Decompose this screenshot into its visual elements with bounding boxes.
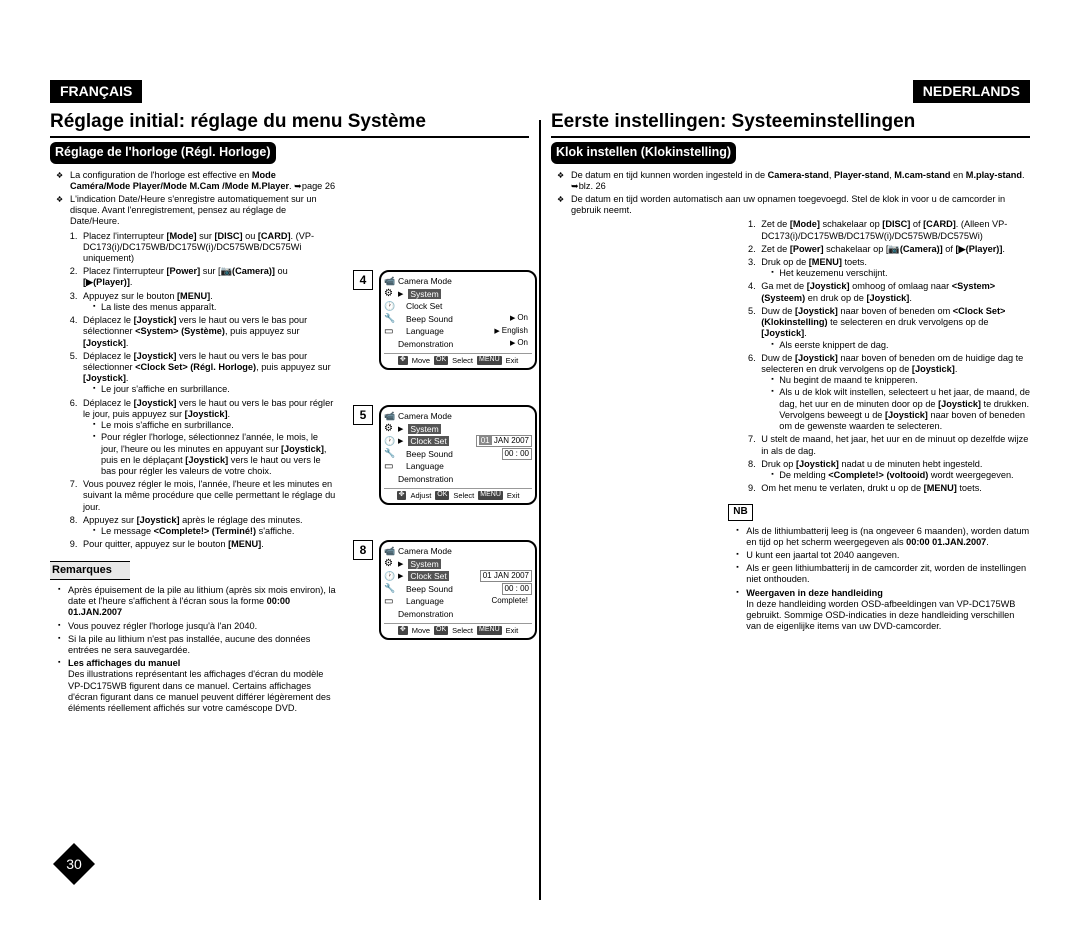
- lcd-screenshot-4: 4 Camera Mode System Clock Set Beep Soun…: [379, 270, 544, 370]
- intro-item: De datum en tijd worden automatisch aan …: [571, 194, 1030, 216]
- step: Zet de [Mode] schakelaar op [DISC] of [C…: [758, 219, 1030, 241]
- step: Déplacez le [Joystick] vers le haut ou v…: [80, 351, 337, 396]
- step: Placez l'interrupteur [Power] sur [📷(Cam…: [80, 266, 337, 288]
- note: Les affichages du manuelDes illustration…: [68, 658, 337, 714]
- step: Appuyez sur le bouton [MENU].La liste de…: [80, 291, 337, 313]
- note: Après épuisement de la pile au lithium (…: [68, 585, 337, 619]
- notes-heading-nl: NB: [728, 504, 752, 520]
- step: Déplacez le [Joystick] vers le haut ou v…: [80, 398, 337, 478]
- note: Si la pile au lithium n'est pas installé…: [68, 634, 337, 656]
- subtitle-nl: Klok instellen (Klokinstelling): [551, 142, 736, 163]
- step: Appuyez sur [Joystick] après le réglage …: [80, 515, 337, 537]
- lcd-screenshot-8: 8 Camera Mode System Clock Set01 JAN 200…: [379, 540, 544, 640]
- title-fr: Réglage initial: réglage du menu Système: [50, 106, 529, 138]
- step: Ga met de [Joystick] omhoog of omlaag na…: [758, 281, 1030, 303]
- steps-fr: Placez l'interrupteur [Mode] sur [DISC] …: [50, 231, 337, 551]
- step: Vous pouvez régler le mois, l'année, l'h…: [80, 479, 337, 513]
- manual-page: FRANÇAIS Réglage initial: réglage du men…: [0, 20, 1080, 916]
- notes-heading-fr: Remarques: [50, 561, 130, 580]
- step: Druk op de [MENU] toets.Het keuzemenu ve…: [758, 257, 1030, 279]
- step: Druk op [Joystick] nadat u de minuten he…: [758, 459, 1030, 481]
- step: U stelt de maand, het jaar, het uur en d…: [758, 434, 1030, 456]
- subtitle-fr: Réglage de l'horloge (Régl. Horloge): [50, 142, 276, 163]
- language-tag-fr: FRANÇAIS: [50, 80, 142, 103]
- step: Duw de [Joystick] naar boven of beneden …: [758, 306, 1030, 351]
- intro-item: La configuration de l'horloge est effect…: [70, 170, 337, 192]
- step: Placez l'interrupteur [Mode] sur [DISC] …: [80, 231, 337, 265]
- intro-item: L'indication Date/Heure s'enregistre aut…: [70, 194, 337, 228]
- note: Vous pouvez régler l'horloge jusqu'à l'a…: [68, 621, 337, 632]
- lcd-number-8: 8: [353, 540, 373, 560]
- step: Déplacez le [Joystick] vers le haut ou v…: [80, 315, 337, 349]
- title-nl: Eerste instellingen: Systeeminstellingen: [551, 106, 1030, 138]
- left-column-french: FRANÇAIS Réglage initial: réglage du men…: [40, 80, 539, 886]
- intro-item: De datum en tijd kunnen worden ingesteld…: [571, 170, 1030, 192]
- lcd-number-4: 4: [353, 270, 373, 290]
- step: Duw de [Joystick] naar boven of beneden …: [758, 353, 1030, 433]
- page-number-badge: 30: [52, 842, 96, 886]
- svg-text:30: 30: [66, 856, 82, 872]
- notes-nl: Als de lithiumbatterij leeg is (na ongev…: [728, 526, 1030, 633]
- note: Als er geen lithiumbatterij in de camcor…: [746, 563, 1030, 585]
- note: Weergaven in deze handleidingIn deze han…: [746, 588, 1030, 633]
- right-column-dutch: NEDERLANDS Eerste instellingen: Systeemi…: [541, 80, 1040, 886]
- step: Zet de [Power] schakelaar op [📷(Camera)]…: [758, 244, 1030, 255]
- lcd-number-5: 5: [353, 405, 373, 425]
- notes-fr: Après épuisement de la pile au lithium (…: [50, 585, 337, 714]
- note: U kunt een jaartal tot 2040 aangeven.: [746, 550, 1030, 561]
- lcd-screenshot-5: 5 Camera Mode System Clock Set01 JAN 200…: [379, 405, 544, 505]
- step: Pour quitter, appuyez sur le bouton [MEN…: [80, 539, 337, 550]
- steps-nl: Zet de [Mode] schakelaar op [DISC] of [C…: [728, 219, 1030, 494]
- intro-fr: La configuration de l'horloge est effect…: [50, 170, 337, 228]
- intro-nl: De datum en tijd kunnen worden ingesteld…: [551, 170, 1030, 217]
- step: Om het menu te verlaten, drukt u op de […: [758, 483, 1030, 494]
- note: Als de lithiumbatterij leeg is (na ongev…: [746, 526, 1030, 548]
- language-tag-nl: NEDERLANDS: [913, 80, 1030, 103]
